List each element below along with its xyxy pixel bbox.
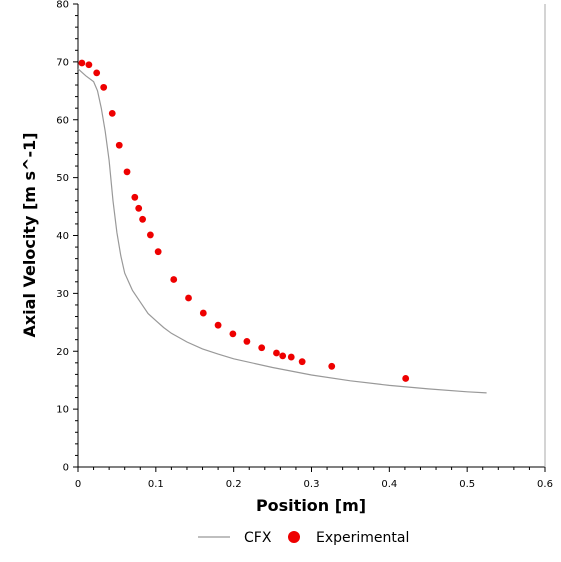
- legend-swatch-experimental: [288, 531, 300, 543]
- series-line-cfx: [77, 68, 487, 394]
- x-axis-title: Position [m]: [256, 496, 366, 515]
- data-point-experimental: [273, 349, 280, 357]
- legend-label-experimental: Experimental: [316, 530, 409, 546]
- data-point-experimental: [328, 362, 336, 370]
- x-tick-label: 0.6: [537, 479, 553, 490]
- data-point-experimental: [287, 353, 295, 361]
- data-point-experimental: [139, 215, 147, 223]
- x-tick-label: 0.3: [304, 479, 320, 490]
- data-point-experimental: [123, 168, 131, 176]
- x-tick-label: 0.1: [148, 479, 164, 490]
- y-tick-label: 10: [56, 405, 69, 416]
- x-tick-label: 0.2: [226, 479, 242, 490]
- axis-ticks: 0 10 20 30 40 50 60 70 80 0 0.1 0.2 0.3 0.4 0.5 0.6: [56, 0, 553, 490]
- data-point-experimental: [135, 204, 143, 212]
- x-tick-label: 0.5: [459, 479, 475, 490]
- data-point-experimental: [154, 248, 162, 256]
- data-point-experimental: [243, 338, 251, 345]
- data-point-experimental: [199, 309, 207, 317]
- data-point-experimental: [298, 358, 306, 366]
- data-point-experimental: [146, 231, 154, 239]
- y-tick-label: 60: [56, 115, 69, 126]
- data-point-experimental: [85, 61, 93, 69]
- data-point-experimental: [131, 193, 139, 201]
- data-point-experimental: [214, 321, 222, 329]
- data-point-experimental: [229, 330, 237, 338]
- data-point-experimental: [108, 109, 116, 117]
- data-point-experimental: [170, 276, 178, 283]
- data-point-experimental: [100, 83, 108, 91]
- y-tick-label: 0: [63, 463, 69, 474]
- legend: CFX Experimental: [198, 530, 409, 546]
- data-point-experimental: [258, 344, 266, 352]
- data-point-experimental: [402, 375, 410, 382]
- x-tick-label: 0.4: [381, 479, 397, 490]
- data-point-experimental: [115, 141, 123, 149]
- data-point-experimental: [279, 352, 287, 360]
- y-tick-label: 50: [56, 173, 69, 184]
- series-layer: [77, 59, 487, 394]
- x-tick-label: 0: [75, 479, 81, 490]
- y-tick-label: 30: [56, 289, 69, 300]
- legend-label-cfx: CFX: [244, 530, 272, 546]
- data-point-experimental: [93, 69, 101, 77]
- data-point-experimental: [185, 294, 192, 302]
- y-tick-label: 70: [56, 57, 69, 68]
- y-axis-title: Axial Velocity [m s^-1]: [20, 132, 39, 337]
- y-tick-label: 80: [56, 0, 69, 11]
- data-point-experimental: [78, 59, 86, 67]
- y-tick-label: 20: [56, 347, 69, 358]
- y-tick-label: 40: [56, 231, 69, 242]
